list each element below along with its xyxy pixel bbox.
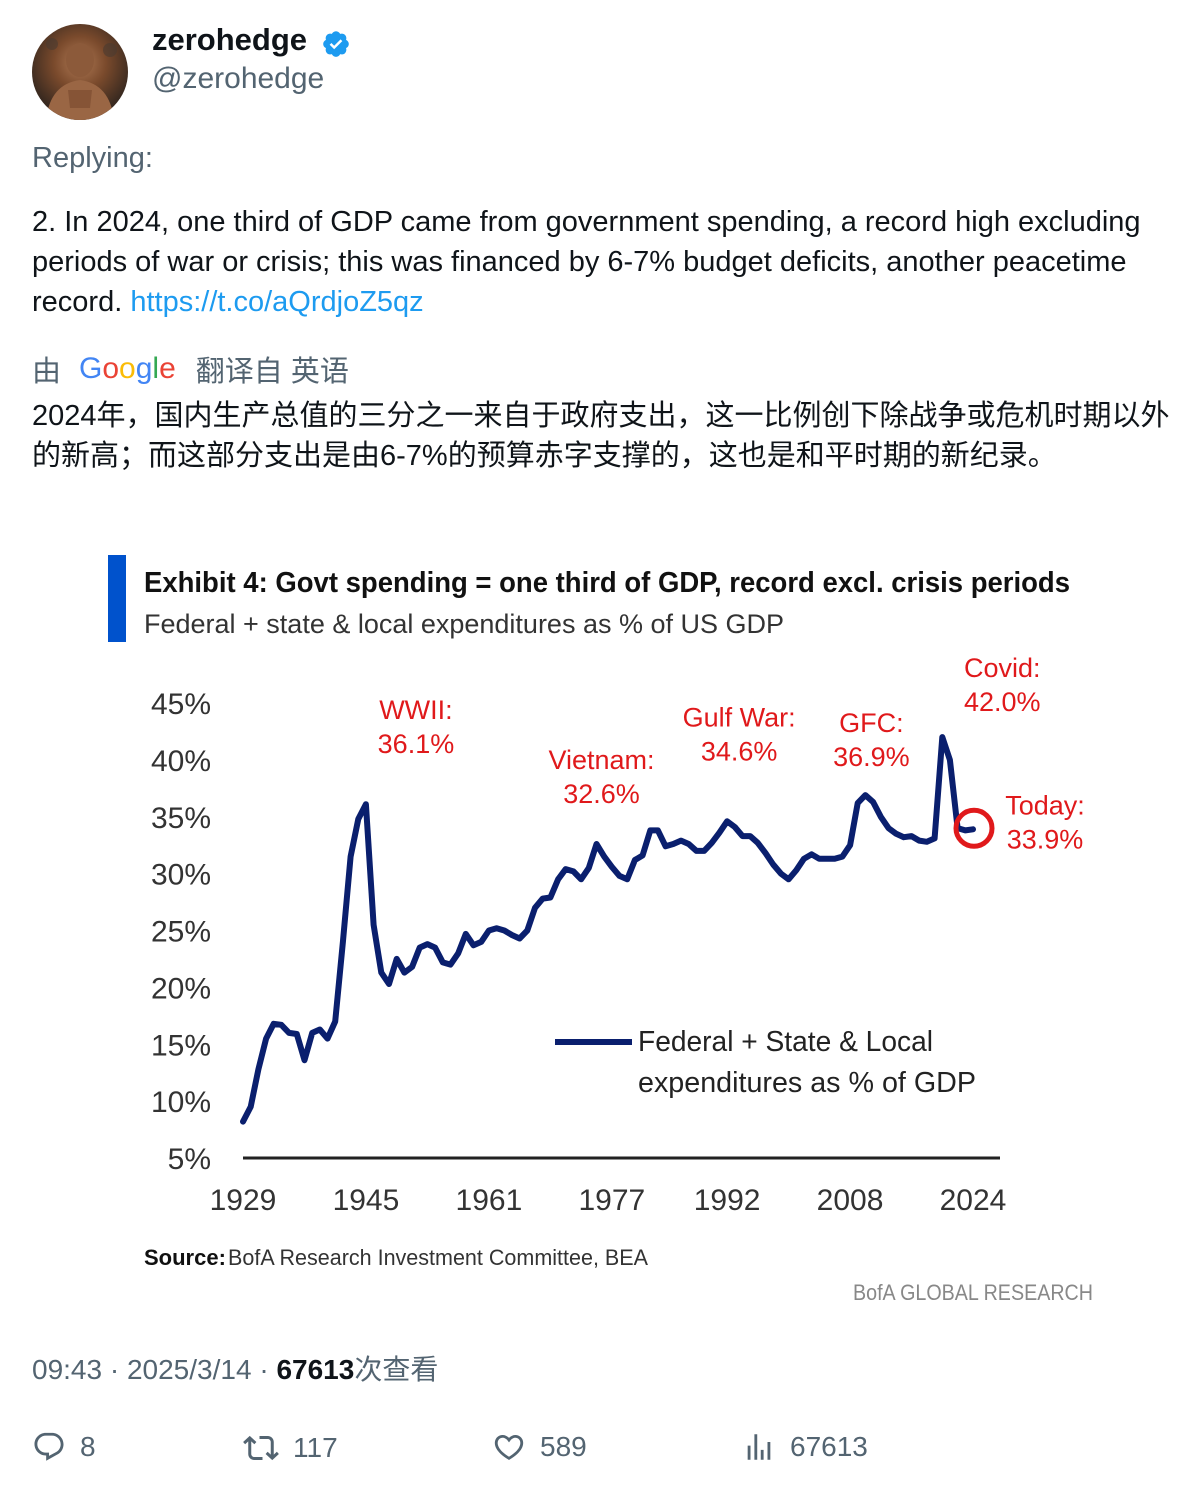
y-tick-label: 40%: [151, 745, 211, 778]
x-tick-label: 2008: [817, 1184, 884, 1217]
annotation-value: 32.6%: [563, 779, 640, 809]
x-tick-label: 1929: [210, 1184, 277, 1217]
action-bar: 8 117 589 67613: [0, 1430, 1196, 1480]
reply-icon: [34, 1432, 64, 1461]
analytics-bar-icon: [747, 1434, 771, 1460]
chart-accent-bar: [108, 555, 126, 642]
annotation-label: WWII:: [379, 695, 452, 725]
replying-label: Replying:: [32, 142, 153, 174]
x-tick-label: 1992: [694, 1184, 761, 1217]
like-count: 589: [540, 1431, 587, 1462]
chart-svg: Exhibit 4: Govt spending = one third of …: [108, 555, 1093, 1305]
source-text: BofA Research Investment Committee, BEA: [228, 1245, 648, 1270]
y-tick-label: 45%: [151, 688, 211, 721]
y-tick-label: 20%: [151, 972, 211, 1005]
user-handle[interactable]: @zerohedge: [152, 62, 325, 95]
annotation-value: 33.9%: [1007, 824, 1084, 854]
views-count: 67613: [790, 1431, 868, 1462]
google-logo-icon: Google: [79, 352, 176, 385]
display-name[interactable]: zerohedge: [152, 22, 308, 57]
tweet-link[interactable]: https://t.co/aQrdjoZ5qz: [130, 286, 424, 318]
meta-separator: ·: [259, 1354, 277, 1385]
x-tick-label: 1945: [333, 1184, 400, 1217]
tweet-meta: 09:43 · 2025/3/14 · 67613次查看: [32, 1348, 438, 1388]
reply-count: 8: [80, 1431, 96, 1462]
views-button[interactable]: 67613: [742, 1430, 868, 1464]
y-tick-label: 5%: [168, 1143, 211, 1176]
tweet-body: 2. In 2024, one third of GDP came from g…: [32, 206, 1141, 318]
source-label: Source:: [144, 1245, 226, 1270]
chart-image[interactable]: Exhibit 4: Govt spending = one third of …: [100, 548, 1110, 1308]
heart-icon: [494, 1434, 524, 1460]
view-count: 67613: [276, 1354, 355, 1385]
annotation-label: Gulf War:: [683, 702, 796, 732]
avatar-image: [46, 38, 117, 120]
retweet-button[interactable]: 117: [243, 1430, 338, 1466]
y-tick-label: 25%: [151, 916, 211, 949]
translation-attribution: 由 Google 翻译自 英语: [32, 348, 349, 390]
annotation-label: Today:: [1005, 790, 1085, 820]
annotation-value: 36.9%: [833, 742, 910, 772]
annotation-value: 36.1%: [378, 729, 455, 759]
annotation-value: 34.6%: [701, 736, 778, 766]
translate-suffix[interactable]: 翻译自 英语: [195, 356, 349, 388]
retweet-icon: [243, 1435, 279, 1461]
annotation-label: GFC:: [839, 708, 904, 738]
today-highlight-circle: [953, 807, 995, 849]
x-tick-label: 1977: [578, 1184, 645, 1217]
chart-title: Exhibit 4: Govt spending = one third of …: [144, 567, 1070, 599]
views-label: 次查看: [354, 1354, 439, 1385]
x-tick-label: 2024: [940, 1184, 1007, 1217]
tweet-text: 2. In 2024, one third of GDP came from g…: [32, 202, 1162, 322]
y-tick-label: 35%: [151, 802, 211, 835]
y-tick-label: 30%: [151, 859, 211, 892]
like-button[interactable]: 589: [492, 1430, 587, 1464]
brand-label: BofA GLOBAL RESEARCH: [853, 1280, 1093, 1305]
avatar[interactable]: [32, 24, 128, 120]
y-tick-label: 10%: [151, 1086, 211, 1119]
tweet-time[interactable]: 09:43: [32, 1354, 103, 1385]
reply-button[interactable]: 8: [32, 1430, 96, 1464]
annotation-label: Vietnam:: [548, 745, 654, 775]
chart-subtitle: Federal + state & local expenditures as …: [144, 609, 784, 639]
y-tick-label: 15%: [151, 1029, 211, 1062]
tweet-date[interactable]: 2025/3/14: [126, 1354, 252, 1385]
verified-badge-icon: [323, 31, 349, 57]
x-tick-label: 1961: [456, 1184, 523, 1217]
translate-prefix: 由: [32, 356, 62, 388]
legend-label-line2: expenditures as % of GDP: [638, 1067, 976, 1099]
meta-separator: ·: [109, 1354, 127, 1385]
annotation-label: Covid:: [964, 653, 1041, 683]
annotation-value: 42.0%: [964, 687, 1041, 717]
translated-text: 2024年，国内生产总值的三分之一来自于政府支出，这一比例创下除战争或危机时期以…: [32, 400, 1170, 472]
series-line-federal-state-local: [240, 734, 976, 1125]
legend-label-line1: Federal + State & Local: [638, 1026, 933, 1058]
retweet-count: 117: [293, 1432, 338, 1463]
